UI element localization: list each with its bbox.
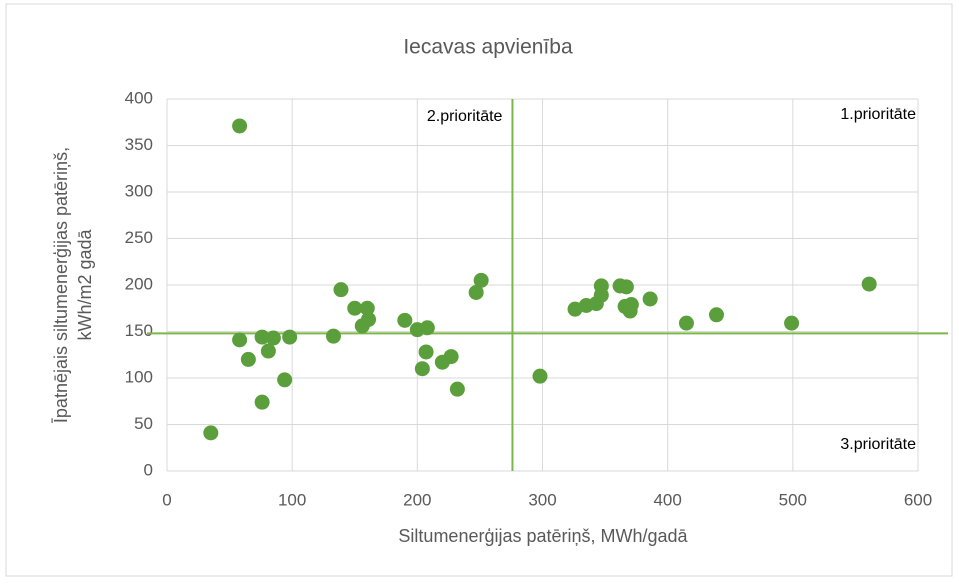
point xyxy=(708,307,724,323)
point xyxy=(277,372,293,388)
point xyxy=(232,332,248,348)
point xyxy=(419,320,435,336)
point xyxy=(397,312,413,328)
y-tick-label: 250 xyxy=(125,228,153,247)
point xyxy=(240,351,256,367)
annotation: 2.prioritāte xyxy=(427,108,503,125)
point xyxy=(361,311,377,327)
point xyxy=(449,381,465,397)
y-tick-label: 300 xyxy=(125,181,153,200)
point xyxy=(567,301,583,317)
point xyxy=(443,349,459,365)
x-tick-label: 400 xyxy=(653,490,681,509)
y-tick-label: 150 xyxy=(125,321,153,340)
y-axis-label: Īpatnējais siltumenerģijas patēriņš, kWh… xyxy=(51,147,95,423)
point xyxy=(232,118,248,134)
point xyxy=(265,330,281,346)
point xyxy=(359,300,375,316)
point xyxy=(622,303,638,319)
y-tick-label: 200 xyxy=(125,274,153,293)
point xyxy=(678,315,694,331)
x-tick-label: 300 xyxy=(528,490,556,509)
x-tick-label: 100 xyxy=(278,490,306,509)
point xyxy=(282,329,298,345)
y-tick-label: 350 xyxy=(125,135,153,154)
point xyxy=(593,287,609,303)
x-tick-label: 500 xyxy=(779,490,807,509)
x-tick-label: 0 xyxy=(162,490,171,509)
point xyxy=(642,291,658,307)
annotation: 3.prioritāte xyxy=(840,436,916,453)
point xyxy=(254,394,270,410)
point xyxy=(260,343,276,359)
point xyxy=(333,282,349,298)
point xyxy=(347,300,363,316)
x-axis-label: Siltumenerģijas patēriņš, MWh/gadā xyxy=(398,526,688,546)
y-tick-label: 50 xyxy=(134,414,153,433)
y-tick-label: 100 xyxy=(125,367,153,386)
point xyxy=(325,328,341,344)
y-axis-label-line: kWh/m2 gadā xyxy=(75,228,95,340)
y-tick-label: 400 xyxy=(125,88,153,107)
point xyxy=(473,272,489,288)
point xyxy=(203,425,219,441)
point xyxy=(414,361,430,377)
chart-title: Iecavas apvienība xyxy=(403,36,573,59)
point xyxy=(254,329,270,345)
point xyxy=(418,344,434,360)
x-tick-label: 200 xyxy=(403,490,431,509)
point xyxy=(861,276,877,292)
x-tick-label: 600 xyxy=(904,490,932,509)
point xyxy=(618,279,634,295)
annotation: 1.prioritāte xyxy=(840,106,916,123)
point xyxy=(784,315,800,331)
y-axis-label-line: Īpatnējais siltumenerģijas patēriņš, xyxy=(51,147,71,423)
point xyxy=(468,284,484,300)
y-tick-label: 0 xyxy=(144,460,153,479)
point xyxy=(532,368,548,384)
